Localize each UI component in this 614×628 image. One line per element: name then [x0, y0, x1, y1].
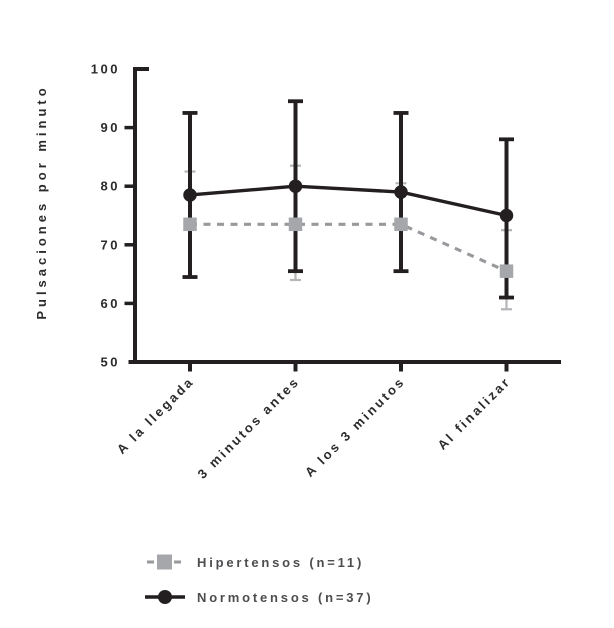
normotensos-marker-icon — [145, 590, 185, 604]
series-line-0 — [190, 222, 508, 273]
legend: Hipertensos (n=11) Normotensos (n=37) — [145, 551, 373, 621]
data-point-square-0 — [394, 217, 408, 232]
circle-marker-sample — [158, 590, 172, 604]
y-tick-label: 50 — [101, 355, 120, 370]
series-line-1 — [189, 184, 507, 218]
data-point-circle-1 — [288, 179, 303, 193]
x-tick-label: A los 3 minutos — [302, 374, 408, 480]
y-tick-label: 100 — [91, 62, 120, 77]
data-point-circle-1 — [394, 185, 408, 199]
x-tick-label: A la llegada — [114, 374, 197, 457]
legend-label-normotensos: Normotensos (n=37) — [197, 589, 374, 605]
x-tick-label: 3 minutos antes — [194, 374, 302, 482]
y-tick-label: 90 — [101, 120, 120, 135]
y-tick-label: 80 — [101, 179, 120, 194]
data-point-circle-1 — [183, 188, 197, 202]
y-tick-label: 60 — [101, 296, 120, 311]
legend-item-normotensos: Normotensos (n=37) — [145, 586, 373, 608]
data-point-square-0 — [288, 217, 303, 232]
hipertensos-marker-icon — [147, 554, 183, 570]
legend-label-hipertensos: Hipertensos (n=11) — [197, 554, 365, 570]
square-marker-sample — [157, 554, 172, 570]
y-axis-title: Pulsaciones por minuto — [34, 84, 49, 319]
data-point-square-0 — [499, 264, 514, 278]
legend-item-hipertensos: Hipertensos (n=11) — [145, 551, 373, 573]
data-point-circle-1 — [499, 208, 514, 223]
x-tick-label: Al finalizar — [434, 374, 513, 453]
y-tick-label: 70 — [101, 237, 120, 252]
data-point-square-0 — [183, 217, 197, 232]
